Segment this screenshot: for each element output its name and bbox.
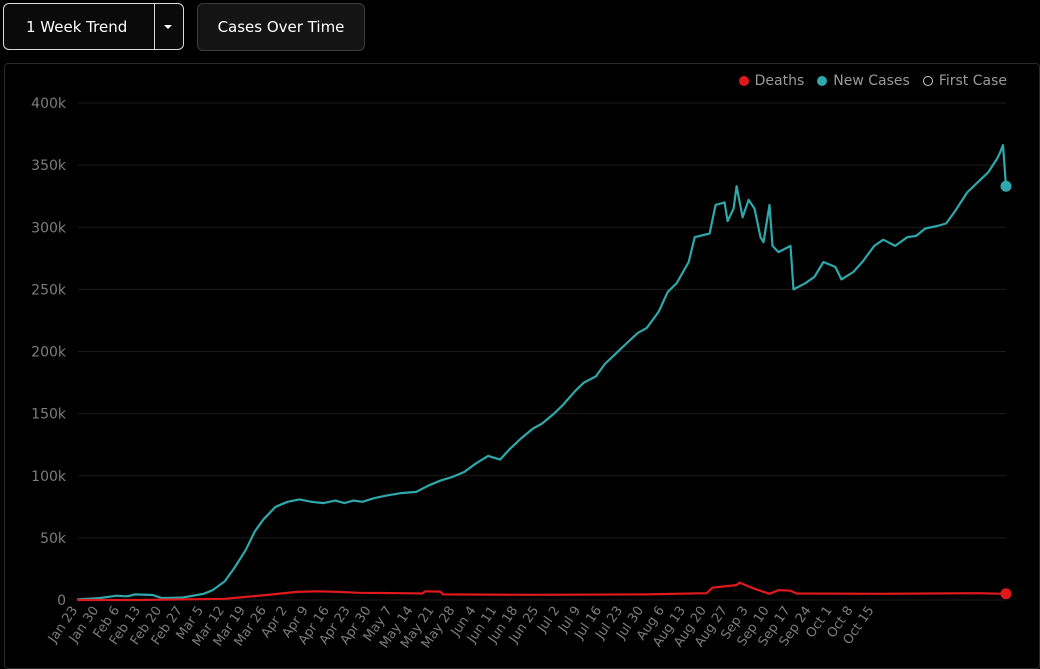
dropdown-divider	[154, 4, 155, 49]
y-tick-label: 400k	[31, 96, 67, 112]
chart-legend: Deaths New Cases First Case	[738, 73, 1007, 89]
deaths-end-point	[1000, 588, 1012, 600]
trend-select[interactable]: 1 Week Trend	[3, 3, 184, 50]
legend-label-new-cases: New Cases	[833, 73, 910, 89]
new-cases-end-point	[1000, 180, 1012, 192]
y-tick-label: 50k	[40, 531, 67, 547]
legend-label-first-case: First Case	[938, 73, 1007, 89]
new-cases-legend-dot	[817, 76, 828, 86]
first-case-legend-dot	[922, 76, 933, 86]
deaths-line	[76, 581, 1008, 602]
deaths-legend-dot	[738, 76, 749, 86]
chart-panel	[4, 63, 1040, 669]
y-tick-label: 250k	[31, 282, 67, 298]
legend-item-deaths[interactable]: Deaths	[738, 73, 805, 89]
y-tick-label: 200k	[31, 345, 67, 361]
y-tick-label: 150k	[31, 407, 67, 423]
legend-item-new-cases[interactable]: New Cases	[817, 73, 910, 89]
legend-item-first-case[interactable]: First Case	[922, 73, 1007, 89]
trend-select-label: 1 Week Trend	[26, 18, 128, 36]
y-tick-label: 350k	[31, 158, 67, 174]
new-cases-line	[76, 144, 1008, 601]
legend-label-deaths: Deaths	[754, 73, 805, 89]
y-tick-label: 100k	[31, 469, 67, 485]
y-tick-label: 0	[57, 593, 66, 609]
chevron-down-icon[interactable]	[164, 25, 172, 29]
x-tick-label: Jul 2	[534, 604, 563, 636]
cases-over-time-button[interactable]: Cases Over Time	[197, 3, 365, 51]
y-tick-label: 300k	[31, 220, 67, 236]
